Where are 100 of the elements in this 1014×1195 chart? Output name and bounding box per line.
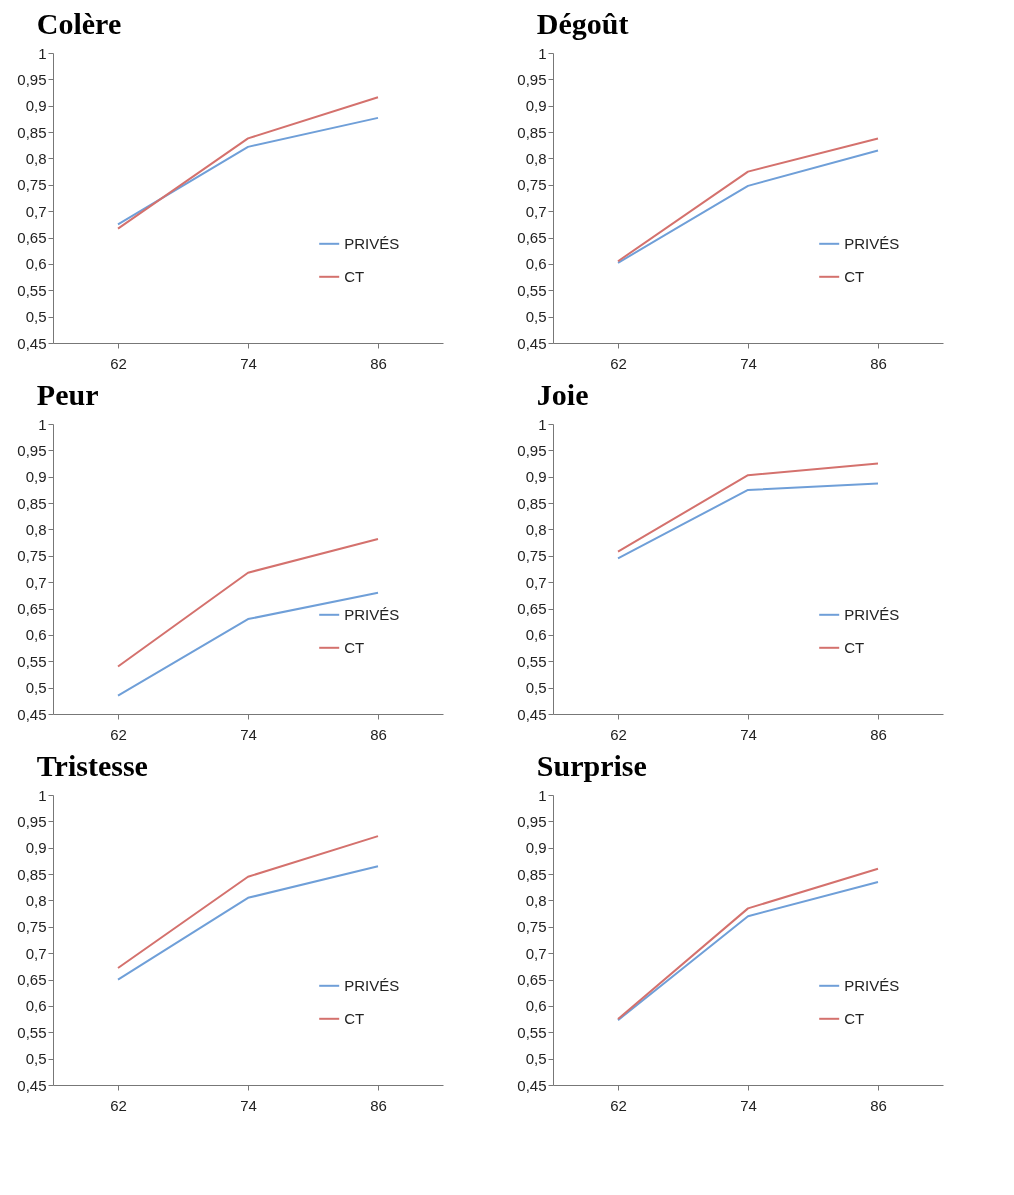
x-tick-label: 74 (740, 1096, 757, 1114)
y-tick-label: 1 (38, 44, 47, 62)
y-tick-label: 0,6 (525, 255, 547, 273)
x-tick-label: 86 (370, 354, 387, 372)
y-tick-label: 0,95 (517, 812, 547, 830)
y-tick-label: 0,55 (17, 1023, 47, 1041)
y-tick-label: 0,8 (525, 149, 547, 167)
y-tick-label: 0,6 (525, 626, 547, 644)
y-tick-label: 0,65 (17, 229, 47, 247)
y-tick-label: 0,55 (17, 281, 47, 299)
y-tick-label: 0,7 (525, 202, 547, 220)
y-tick-label: 0,7 (525, 573, 547, 591)
y-tick-label: 0,95 (17, 441, 47, 459)
y-tick-label: 0,65 (17, 971, 47, 989)
y-tick-label: 0,5 (25, 679, 47, 697)
legend-label: PRIVÉS (344, 605, 400, 623)
y-tick-label: 0,85 (517, 123, 547, 141)
legend-label: PRIVÉS (844, 234, 900, 252)
y-tick-label: 0,85 (517, 865, 547, 883)
y-tick-label: 0,45 (517, 705, 547, 723)
chart-title: Colère (36, 7, 122, 40)
y-tick-label: 0,6 (25, 255, 47, 273)
y-tick-label: 1 (538, 786, 547, 804)
x-tick-label: 74 (240, 725, 257, 743)
y-tick-label: 0,7 (25, 202, 47, 220)
y-tick-label: 0,55 (517, 281, 547, 299)
legend-label: CT (344, 267, 365, 285)
chart-title: Joie (536, 378, 589, 411)
legend-label: PRIVÉS (844, 605, 900, 623)
y-tick-label: 0,85 (17, 123, 47, 141)
x-tick-label: 86 (370, 1096, 387, 1114)
y-tick-label: 0,6 (25, 626, 47, 644)
y-tick-label: 0,75 (517, 918, 547, 936)
y-tick-label: 0,75 (517, 547, 547, 565)
y-tick-label: 0,7 (25, 944, 47, 962)
y-tick-label: 0,7 (25, 573, 47, 591)
y-tick-label: 0,5 (525, 679, 547, 697)
chart-title: Dégoût (536, 7, 629, 40)
y-tick-label: 0,5 (25, 308, 47, 326)
y-tick-label: 0,5 (525, 308, 547, 326)
x-tick-label: 62 (110, 354, 127, 372)
x-tick-label: 86 (870, 725, 887, 743)
y-tick-label: 0,8 (525, 891, 547, 909)
y-tick-label: 0,75 (517, 176, 547, 194)
y-tick-label: 1 (38, 786, 47, 804)
y-tick-label: 0,8 (25, 520, 47, 538)
y-tick-label: 0,45 (17, 334, 47, 352)
y-tick-label: 0,9 (525, 839, 547, 857)
x-tick-label: 62 (610, 725, 627, 743)
x-tick-label: 62 (110, 725, 127, 743)
x-tick-label: 86 (370, 725, 387, 743)
y-tick-label: 0,9 (25, 839, 47, 857)
x-tick-label: 74 (740, 725, 757, 743)
legend-label: PRIVÉS (344, 234, 400, 252)
y-tick-label: 0,75 (17, 547, 47, 565)
y-tick-label: 0,45 (517, 334, 547, 352)
y-tick-label: 0,75 (17, 918, 47, 936)
legend-label: CT (844, 1009, 865, 1027)
y-tick-label: 0,95 (517, 70, 547, 88)
y-tick-label: 0,8 (25, 891, 47, 909)
y-tick-label: 0,85 (17, 865, 47, 883)
x-tick-label: 62 (610, 354, 627, 372)
y-tick-label: 0,5 (525, 1050, 547, 1068)
legend-label: CT (344, 1009, 365, 1027)
y-tick-label: 0,55 (517, 652, 547, 670)
legend-label: PRIVÉS (344, 976, 400, 994)
legend-label: PRIVÉS (844, 976, 900, 994)
legend-label: CT (844, 638, 865, 656)
y-tick-label: 1 (38, 415, 47, 433)
x-tick-label: 74 (240, 354, 257, 372)
x-tick-label: 62 (110, 1096, 127, 1114)
y-tick-label: 0,9 (525, 468, 547, 486)
chart-title: Peur (36, 378, 99, 411)
y-tick-label: 0,55 (517, 1023, 547, 1041)
y-tick-label: 0,75 (17, 176, 47, 194)
y-tick-label: 0,85 (17, 494, 47, 512)
x-tick-label: 74 (240, 1096, 257, 1114)
y-tick-label: 0,65 (517, 600, 547, 618)
y-tick-label: 0,65 (517, 229, 547, 247)
x-tick-label: 86 (870, 354, 887, 372)
y-tick-label: 0,45 (17, 705, 47, 723)
y-tick-label: 0,7 (525, 944, 547, 962)
y-tick-label: 0,9 (25, 97, 47, 115)
y-tick-label: 0,95 (517, 441, 547, 459)
y-tick-label: 0,65 (17, 600, 47, 618)
y-tick-label: 1 (538, 44, 547, 62)
y-tick-label: 0,6 (25, 997, 47, 1015)
y-tick-label: 0,95 (17, 70, 47, 88)
y-tick-label: 0,6 (525, 997, 547, 1015)
legend-label: CT (844, 267, 865, 285)
chart-title: Surprise (536, 749, 647, 782)
y-tick-label: 0,9 (25, 468, 47, 486)
y-tick-label: 0,45 (517, 1076, 547, 1094)
legend-label: CT (344, 638, 365, 656)
y-tick-label: 0,8 (525, 520, 547, 538)
y-tick-label: 0,65 (517, 971, 547, 989)
y-tick-label: 0,95 (17, 812, 47, 830)
y-tick-label: 0,5 (25, 1050, 47, 1068)
y-tick-label: 0,8 (25, 149, 47, 167)
chart-title: Tristesse (36, 749, 148, 782)
